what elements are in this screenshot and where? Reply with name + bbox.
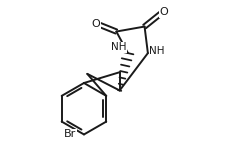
Text: NH: NH: [149, 46, 165, 56]
Text: O: O: [91, 19, 100, 29]
Text: O: O: [159, 7, 168, 17]
Text: NH: NH: [111, 42, 126, 52]
Text: Br: Br: [64, 129, 76, 139]
